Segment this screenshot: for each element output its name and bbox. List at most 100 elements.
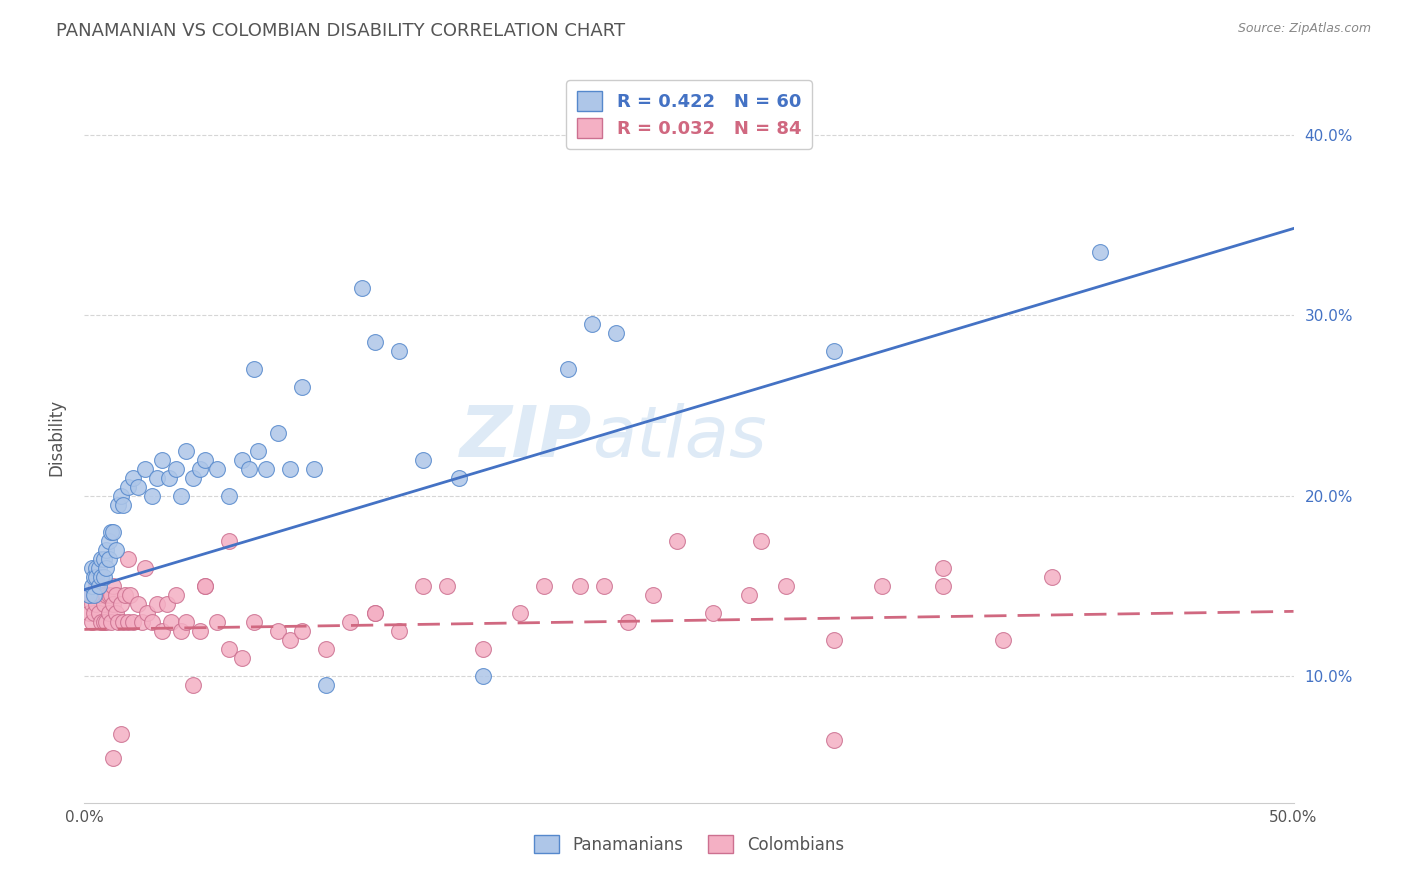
- Point: [533, 579, 555, 593]
- Point: [86, 561, 108, 575]
- Point: [823, 732, 845, 747]
- Point: [121, 471, 143, 485]
- Point: [449, 471, 471, 485]
- Point: [569, 579, 592, 593]
- Point: [238, 461, 260, 475]
- Point: [90, 570, 112, 584]
- Point: [97, 552, 120, 566]
- Point: [751, 533, 773, 548]
- Point: [103, 597, 125, 611]
- Point: [93, 570, 115, 584]
- Point: [254, 461, 277, 475]
- Point: [194, 579, 217, 593]
- Point: [136, 606, 159, 620]
- Point: [412, 579, 434, 593]
- Point: [83, 588, 105, 602]
- Text: PANAMANIAN VS COLOMBIAN DISABILITY CORRELATION CHART: PANAMANIAN VS COLOMBIAN DISABILITY CORRE…: [56, 22, 626, 40]
- Point: [436, 579, 458, 593]
- Point: [363, 606, 385, 620]
- Point: [93, 552, 115, 566]
- Point: [932, 561, 955, 575]
- Point: [87, 579, 110, 593]
- Point: [141, 615, 163, 630]
- Point: [1040, 570, 1063, 584]
- Point: [872, 579, 894, 593]
- Point: [90, 615, 112, 630]
- Point: [267, 624, 290, 639]
- Point: [146, 597, 169, 611]
- Point: [291, 380, 314, 394]
- Point: [207, 615, 229, 630]
- Point: [100, 588, 122, 602]
- Point: [242, 362, 264, 376]
- Point: [80, 561, 103, 575]
- Point: [112, 498, 135, 512]
- Point: [388, 624, 411, 639]
- Point: [174, 443, 197, 458]
- Point: [315, 678, 337, 692]
- Legend: Panamanians, Colombians: Panamanians, Colombians: [527, 829, 851, 860]
- Point: [194, 452, 217, 467]
- Point: [104, 543, 127, 558]
- Point: [86, 579, 108, 593]
- Point: [120, 588, 142, 602]
- Point: [218, 642, 240, 657]
- Point: [103, 579, 125, 593]
- Point: [146, 471, 169, 485]
- Point: [194, 579, 217, 593]
- Point: [509, 606, 531, 620]
- Point: [702, 606, 724, 620]
- Point: [557, 362, 579, 376]
- Point: [117, 615, 139, 630]
- Point: [388, 344, 411, 359]
- Point: [823, 633, 845, 648]
- Point: [1088, 244, 1111, 259]
- Point: [134, 561, 156, 575]
- Point: [110, 489, 132, 503]
- Point: [93, 615, 115, 630]
- Point: [94, 615, 117, 630]
- Point: [87, 606, 110, 620]
- Point: [80, 597, 103, 611]
- Point: [97, 606, 120, 620]
- Point: [278, 461, 301, 475]
- Point: [242, 615, 264, 630]
- Point: [932, 579, 955, 593]
- Point: [315, 642, 337, 657]
- Point: [90, 552, 112, 566]
- Point: [103, 524, 125, 539]
- Point: [86, 570, 108, 584]
- Point: [665, 533, 688, 548]
- Point: [117, 480, 139, 494]
- Point: [157, 471, 180, 485]
- Point: [100, 615, 122, 630]
- Point: [581, 317, 603, 331]
- Point: [80, 579, 103, 593]
- Text: Source: ZipAtlas.com: Source: ZipAtlas.com: [1237, 22, 1371, 36]
- Point: [352, 281, 374, 295]
- Point: [207, 461, 229, 475]
- Point: [107, 498, 129, 512]
- Point: [83, 588, 105, 602]
- Point: [593, 579, 616, 593]
- Point: [267, 425, 290, 440]
- Point: [231, 452, 253, 467]
- Point: [165, 461, 187, 475]
- Point: [472, 669, 495, 683]
- Point: [617, 615, 640, 630]
- Point: [150, 452, 173, 467]
- Point: [104, 606, 127, 620]
- Point: [94, 588, 117, 602]
- Point: [127, 597, 149, 611]
- Point: [77, 588, 100, 602]
- Point: [190, 624, 212, 639]
- Point: [291, 624, 314, 639]
- Point: [117, 552, 139, 566]
- Point: [363, 606, 385, 620]
- Point: [103, 750, 125, 764]
- Point: [155, 597, 177, 611]
- Point: [93, 597, 115, 611]
- Point: [738, 588, 761, 602]
- Point: [86, 597, 108, 611]
- Point: [775, 579, 797, 593]
